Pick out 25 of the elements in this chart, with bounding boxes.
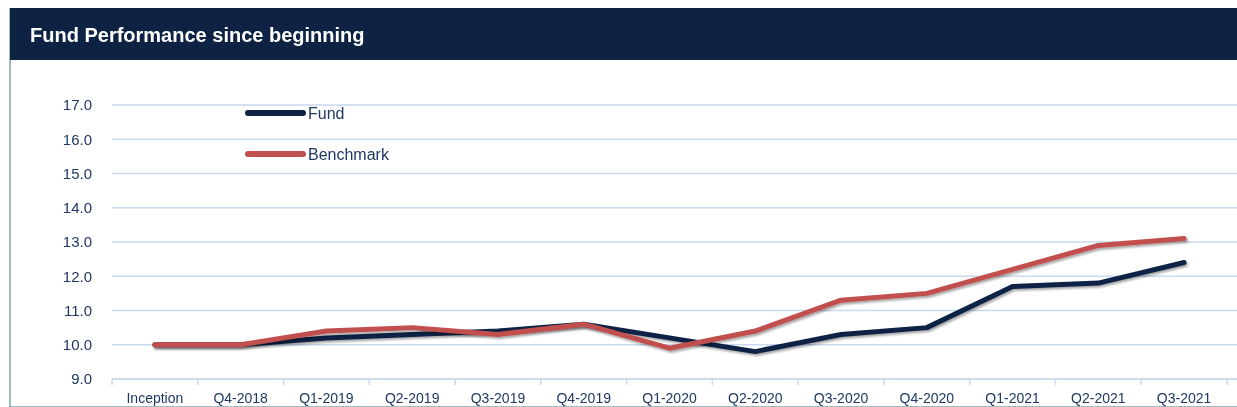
y-tick-label: 17.0 bbox=[62, 96, 92, 114]
y-tick-label: 10.0 bbox=[62, 336, 92, 353]
x-tick-label: Q2-2021 bbox=[1071, 390, 1126, 406]
x-tick-label: Q4-2019 bbox=[556, 390, 612, 406]
y-tick-label: 9.0 bbox=[71, 370, 92, 388]
y-tick-label: 12.0 bbox=[62, 267, 92, 285]
x-tick-label: Q1-2021 bbox=[985, 390, 1041, 406]
x-tick-label: Q3-2021 bbox=[1156, 390, 1212, 406]
y-tick-label: 14.0 bbox=[62, 199, 92, 216]
x-tick-label: Q2-2020 bbox=[728, 390, 783, 406]
x-tick-label: Q1-2019 bbox=[299, 390, 354, 406]
chart-title: Fund Performance since beginning bbox=[30, 24, 365, 46]
y-tick-label: 11.0 bbox=[63, 301, 92, 319]
x-tick-label: Q3-2020 bbox=[813, 390, 869, 406]
y-tick-label: 15.0 bbox=[62, 164, 92, 182]
x-tick-label: Q2-2019 bbox=[384, 390, 440, 406]
x-tick-label: Q3-2019 bbox=[470, 390, 526, 406]
legend-label: Benchmark bbox=[308, 145, 390, 163]
y-tick-label: 16.0 bbox=[62, 130, 92, 148]
y-tick-label: 13.0 bbox=[62, 233, 92, 251]
x-tick-label: Q4-2020 bbox=[899, 390, 955, 406]
x-tick-label: Q4-2018 bbox=[213, 390, 269, 406]
x-tick-label: Inception bbox=[126, 390, 184, 406]
x-tick-label: Q1-2020 bbox=[642, 390, 697, 406]
legend-label: Fund bbox=[308, 104, 345, 122]
